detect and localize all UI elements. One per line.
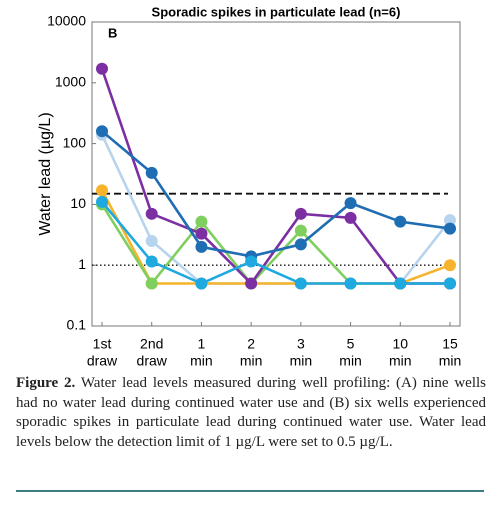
x-tick-label: 2 [247, 336, 255, 352]
x-tick-label: 1st [93, 336, 112, 352]
data-point [394, 215, 407, 228]
data-point [145, 277, 158, 290]
data-point [195, 215, 208, 228]
data-point [444, 277, 456, 290]
data-point [96, 195, 108, 208]
data-point [96, 125, 108, 138]
data-point [195, 240, 208, 253]
x-tick-label: min [240, 353, 263, 369]
data-point [294, 224, 307, 237]
x-tick-label: 3 [297, 336, 305, 352]
chart-title: Sporadic spikes in particulate lead (n=6… [152, 4, 401, 19]
data-point [245, 277, 258, 290]
series-line [101, 201, 450, 285]
x-tick-label: min [190, 353, 213, 369]
data-point [294, 207, 307, 220]
data-point [294, 238, 307, 251]
y-tick-label: 1000 [55, 74, 86, 90]
x-tick-label: draw [87, 353, 118, 369]
chart: Sporadic spikes in particulate lead (n=6… [37, 4, 462, 369]
data-point [344, 277, 357, 290]
series-line [101, 130, 451, 258]
y-tick-label: 10000 [47, 13, 86, 29]
x-tick-label: 10 [392, 336, 408, 352]
data-point [444, 259, 456, 272]
x-tick-label: min [389, 353, 412, 369]
data-point [96, 184, 108, 197]
y-tick-label: 0.1 [67, 317, 87, 333]
caption-label: Figure 2. [16, 375, 76, 391]
data-point [444, 222, 456, 235]
x-tick-label: min [290, 353, 313, 369]
plot-frame [91, 21, 461, 327]
y-tick-label: 1 [78, 256, 86, 272]
data-point [145, 166, 158, 179]
data-point [195, 227, 208, 240]
data-point [245, 255, 258, 268]
x-tick-label: 15 [442, 336, 458, 352]
data-point [294, 277, 307, 290]
x-tick-label: 1 [198, 336, 206, 352]
series-line [100, 68, 450, 286]
caption-text: Water lead levels measured during well p… [16, 375, 486, 450]
data-point [145, 235, 158, 248]
data-point [145, 255, 158, 268]
data-point [344, 211, 357, 224]
y-tick-label: 10 [70, 195, 86, 211]
divider [16, 490, 484, 492]
data-point [444, 214, 456, 227]
data-point [145, 207, 158, 220]
x-tick-label: min [439, 353, 462, 369]
x-tick-label: min [339, 353, 362, 369]
data-point [195, 277, 208, 290]
y-axis-label: Water lead (µg/L) [37, 112, 54, 235]
x-tick-label: draw [137, 353, 168, 369]
x-tick-label: 2nd [140, 336, 163, 352]
data-point [96, 62, 108, 75]
caption: Figure 2. Water lead levels measured dur… [16, 374, 486, 452]
y-tick-label: 100 [63, 134, 87, 150]
data-point [344, 197, 357, 210]
x-tick-label: 5 [347, 336, 355, 352]
panel-label: B [108, 25, 117, 40]
data-point [394, 277, 407, 290]
